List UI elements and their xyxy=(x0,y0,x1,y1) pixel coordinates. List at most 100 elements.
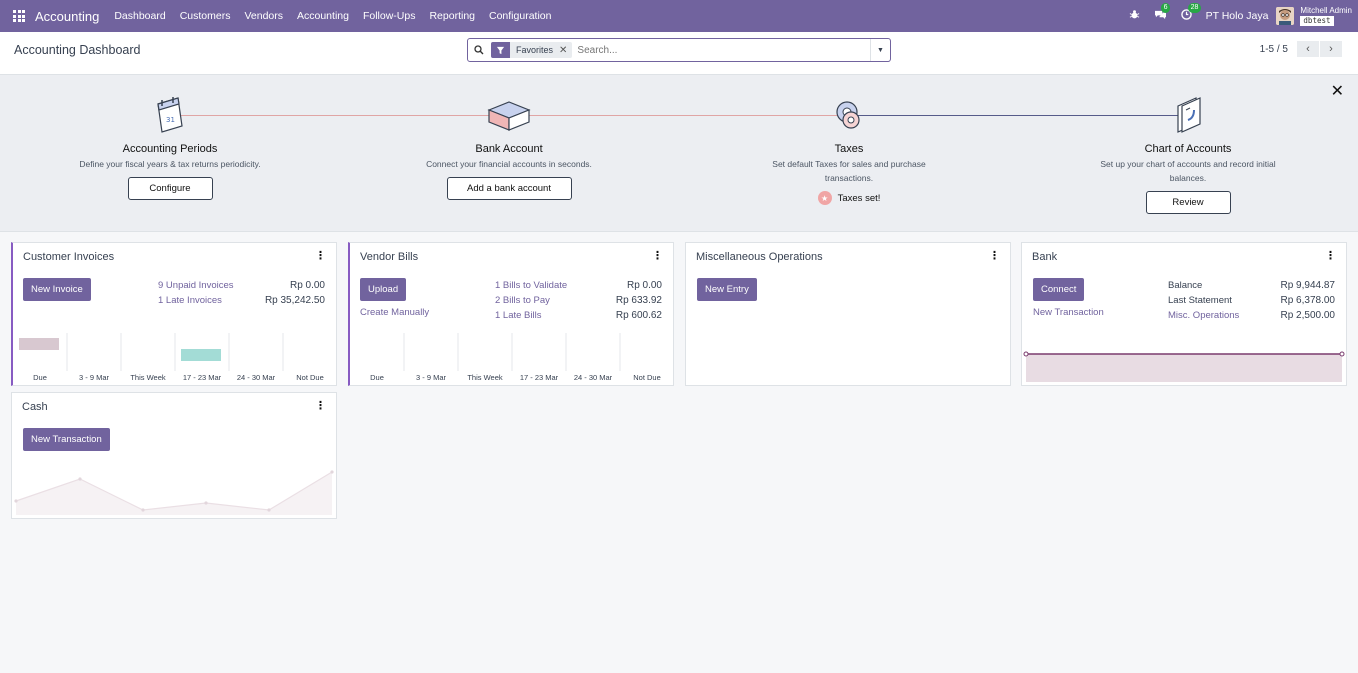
create-manually-link[interactable]: Create Manually xyxy=(360,307,430,318)
progress-line xyxy=(170,115,508,116)
vendor-bills-card: Vendor Bills ⋮ Upload Create Manually 1 … xyxy=(348,242,674,386)
kpi-value: Rp 2,500.00 xyxy=(1280,310,1336,321)
taxes-done-indicator: ★ Taxes set! xyxy=(754,191,944,205)
configure-button[interactable]: Configure xyxy=(127,177,213,200)
add-bank-account-button[interactable]: Add a bank account xyxy=(446,177,572,200)
bank-card-icon xyxy=(485,92,533,140)
activities-badge: 28 xyxy=(1187,3,1202,13)
kpi-row: Last Statement xyxy=(1168,295,1232,306)
svg-text:31: 31 xyxy=(166,116,175,124)
bills-bar-chart[interactable] xyxy=(350,333,674,371)
step-accounting-periods: 31 Accounting Periods Define your fiscal… xyxy=(75,75,265,200)
facet-remove-icon[interactable]: ✕ xyxy=(559,44,568,56)
activities-clock-icon[interactable]: 28 xyxy=(1180,3,1202,23)
accounts-book-icon xyxy=(1164,92,1212,140)
axis-label: Due xyxy=(370,373,384,382)
card-menu-kebab-icon[interactable]: ⋮ xyxy=(989,250,1000,262)
kpi-label[interactable]: 2 Bills to Pay xyxy=(495,295,550,306)
invoices-bar-chart[interactable] xyxy=(13,333,337,371)
customer-invoices-card: Customer Invoices ⋮ New Invoice 9 Unpaid… xyxy=(11,242,337,386)
card-menu-kebab-icon[interactable]: ⋮ xyxy=(315,250,326,262)
card-title[interactable]: Miscellaneous Operations xyxy=(696,251,823,263)
menu-vendors[interactable]: Vendors xyxy=(244,10,283,22)
close-onboarding-icon[interactable]: ✕ xyxy=(1330,83,1344,100)
pager-previous-icon[interactable]: ‹ xyxy=(1297,41,1319,57)
card-menu-kebab-icon[interactable]: ⋮ xyxy=(315,400,326,412)
kpi-row: Balance xyxy=(1168,280,1202,291)
facet-label: Favorites xyxy=(516,45,554,55)
apps-menu-icon[interactable] xyxy=(13,10,25,22)
new-transaction-link[interactable]: New Transaction xyxy=(1033,307,1104,318)
step-description: Define your fiscal years & tax returns p… xyxy=(79,159,261,169)
user-name: Mitchell Admin xyxy=(1300,6,1352,15)
search-options-toggle-icon[interactable]: ▼ xyxy=(870,39,890,61)
kpi-label[interactable]: 1 Bills to Validate xyxy=(495,280,568,291)
axis-label: Not Due xyxy=(633,373,661,382)
cash-line-chart[interactable] xyxy=(12,467,336,517)
step-title: Bank Account xyxy=(475,143,543,155)
messages-icon[interactable]: 6 xyxy=(1154,3,1171,23)
axis-label: 17 - 23 Mar xyxy=(519,373,559,382)
company-switcher[interactable]: PT Holo Jaya xyxy=(1205,10,1269,22)
review-button[interactable]: Review xyxy=(1145,191,1231,214)
kpi-value: Rp 0.00 xyxy=(289,280,325,291)
card-menu-kebab-icon[interactable]: ⋮ xyxy=(1325,250,1336,262)
pager: 1-5 / 5 ‹ › xyxy=(1260,41,1342,57)
kpi-value: Rp 35,242.50 xyxy=(264,295,325,306)
step-description: Set up your chart of accounts and record… xyxy=(1100,159,1276,183)
new-entry-button[interactable]: New Entry xyxy=(697,278,757,301)
kpi-label[interactable]: Misc. Operations xyxy=(1168,310,1240,321)
kpi-row[interactable]: 1 Bills to Validate xyxy=(495,280,567,291)
search-bar: Favorites ✕ ▼ xyxy=(467,38,891,62)
new-invoice-button[interactable]: New Invoice xyxy=(23,278,91,301)
menu-configuration[interactable]: Configuration xyxy=(489,10,552,22)
connect-button[interactable]: Connect xyxy=(1033,278,1085,301)
chart-axis-labels: Due 3 - 9 Mar This Week 17 - 23 Mar 24 -… xyxy=(350,373,674,382)
menu-accounting[interactable]: Accounting xyxy=(297,10,349,22)
new-transaction-button[interactable]: New Transaction xyxy=(23,428,110,451)
kpi-row[interactable]: 2 Bills to Pay xyxy=(495,295,550,306)
step-description: Set default Taxes for sales and purchase… xyxy=(772,159,926,183)
kpi-row[interactable]: 1 Late Invoices xyxy=(158,295,222,306)
debug-bug-icon[interactable] xyxy=(1129,9,1140,23)
search-input[interactable] xyxy=(577,44,870,56)
menu-dashboard[interactable]: Dashboard xyxy=(114,10,166,22)
kpi-label[interactable]: 1 Late Bills xyxy=(495,310,542,321)
axis-label: 3 - 9 Mar xyxy=(78,373,109,382)
kpi-label: Last Statement xyxy=(1168,295,1232,306)
pager-next-icon[interactable]: › xyxy=(1320,41,1342,57)
top-navbar: Accounting Dashboard Customers Vendors A… xyxy=(0,0,1358,32)
pager-value[interactable]: 1-5 / 5 xyxy=(1259,43,1288,55)
card-title[interactable]: Cash xyxy=(22,401,48,413)
axis-label: 24 - 30 Mar xyxy=(573,373,613,382)
kpi-value: Rp 6,378.00 xyxy=(1280,295,1336,306)
bank-card: Bank ⋮ Connect New Transaction Balance R… xyxy=(1021,242,1347,386)
bar-due xyxy=(19,338,59,350)
kpi-row[interactable]: Misc. Operations xyxy=(1168,310,1239,321)
card-title[interactable]: Customer Invoices xyxy=(23,251,115,263)
bar-17-23-mar xyxy=(181,349,221,361)
step-title: Accounting Periods xyxy=(122,143,218,155)
search-icon[interactable] xyxy=(468,45,490,55)
upload-button[interactable]: Upload xyxy=(360,278,407,301)
menu-follow-ups[interactable]: Follow-Ups xyxy=(362,10,416,22)
app-brand[interactable]: Accounting xyxy=(35,8,100,24)
kpi-row[interactable]: 1 Late Bills xyxy=(495,310,541,321)
menu-customers[interactable]: Customers xyxy=(179,10,231,22)
filter-funnel-icon xyxy=(491,42,510,58)
card-title[interactable]: Vendor Bills xyxy=(360,251,419,263)
step-taxes: Taxes Set default Taxes for sales and pu… xyxy=(754,75,944,205)
axis-label: Not Due xyxy=(296,373,324,382)
database-name: dbtest xyxy=(1300,16,1334,26)
axis-label: 3 - 9 Mar xyxy=(415,373,446,382)
user-menu[interactable]: Mitchell Admin dbtest xyxy=(1300,6,1352,26)
card-menu-kebab-icon[interactable]: ⋮ xyxy=(652,250,663,262)
kpi-row[interactable]: 9 Unpaid Invoices xyxy=(158,280,234,291)
card-title[interactable]: Bank xyxy=(1032,251,1058,263)
menu-reporting[interactable]: Reporting xyxy=(429,10,475,22)
kpi-label[interactable]: 9 Unpaid Invoices xyxy=(158,280,234,291)
kpi-label[interactable]: 1 Late Invoices xyxy=(158,295,222,306)
bank-balance-line-chart[interactable] xyxy=(1022,347,1346,383)
step-title: Taxes xyxy=(834,143,864,155)
user-avatar[interactable] xyxy=(1276,7,1295,25)
